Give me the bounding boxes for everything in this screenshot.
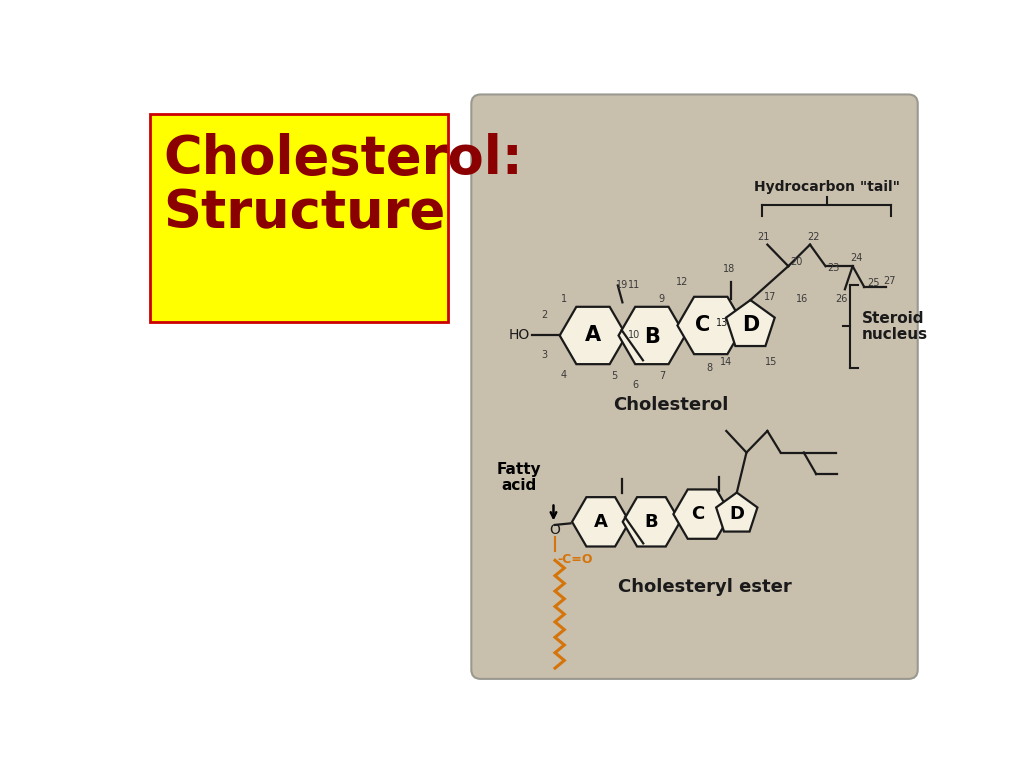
Text: 4: 4 [560, 369, 566, 379]
Text: Cholesteryl ester: Cholesteryl ester [618, 578, 793, 596]
Polygon shape [623, 497, 680, 547]
Text: C: C [695, 316, 711, 336]
Text: 23: 23 [827, 263, 840, 273]
Text: 13: 13 [716, 318, 728, 328]
Polygon shape [674, 489, 731, 539]
Text: 6: 6 [633, 379, 639, 390]
Text: 27: 27 [884, 276, 896, 286]
Text: Fatty
acid: Fatty acid [497, 462, 541, 493]
Text: A: A [585, 326, 601, 346]
Text: 7: 7 [659, 371, 666, 381]
Polygon shape [726, 300, 775, 346]
Text: 20: 20 [790, 257, 802, 267]
Text: Cholesterol: Cholesterol [612, 396, 728, 414]
Text: 12: 12 [676, 276, 688, 286]
Polygon shape [560, 306, 627, 364]
Polygon shape [678, 296, 744, 354]
Text: 16: 16 [796, 293, 808, 303]
Text: 25: 25 [867, 278, 880, 288]
Text: 14: 14 [720, 356, 732, 366]
Text: Cholesterol:
Structure: Cholesterol: Structure [164, 133, 523, 239]
Polygon shape [618, 306, 685, 364]
Text: 19: 19 [616, 280, 629, 290]
Text: B: B [644, 327, 659, 347]
Text: 10: 10 [628, 330, 640, 340]
Text: -C=O: -C=O [557, 553, 593, 565]
Text: 5: 5 [611, 371, 617, 381]
Text: 24: 24 [850, 253, 862, 263]
FancyBboxPatch shape [150, 114, 449, 322]
FancyBboxPatch shape [471, 94, 918, 679]
Text: 21: 21 [758, 232, 770, 242]
Text: Steroid
nucleus: Steroid nucleus [862, 310, 928, 342]
Polygon shape [716, 492, 758, 531]
Text: 8: 8 [707, 362, 713, 372]
Polygon shape [572, 497, 630, 547]
Text: 9: 9 [658, 293, 665, 303]
Text: A: A [594, 513, 607, 531]
Text: 17: 17 [764, 292, 776, 302]
Text: HO: HO [509, 329, 530, 343]
Text: B: B [644, 513, 658, 531]
Text: 3: 3 [541, 350, 547, 360]
Text: C: C [691, 505, 705, 523]
Text: 26: 26 [835, 293, 847, 303]
Text: Hydrocarbon "tail": Hydrocarbon "tail" [754, 180, 900, 194]
Text: 18: 18 [723, 264, 735, 274]
Text: 15: 15 [765, 356, 777, 366]
Text: 11: 11 [628, 280, 640, 290]
Text: O: O [550, 522, 560, 537]
Text: 22: 22 [808, 232, 820, 242]
Text: 1: 1 [560, 293, 566, 303]
Text: D: D [729, 505, 744, 523]
Text: D: D [741, 316, 759, 336]
Text: 2: 2 [541, 310, 547, 320]
